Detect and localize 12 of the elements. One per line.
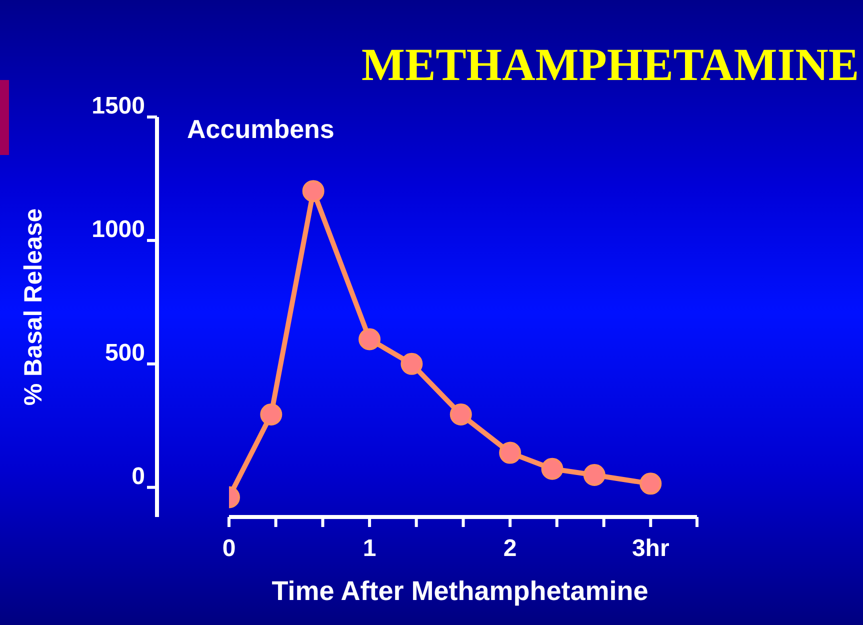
chart-title: METHAMPHETAMINE — [362, 38, 859, 91]
x-axis-title: Time After Methamphetamine — [272, 576, 648, 607]
x-tick-label: 0 — [222, 535, 236, 562]
y-tick-label: 1000 — [92, 216, 145, 243]
y-tick-label: 1500 — [92, 92, 145, 120]
x-tick-label: 2 — [503, 535, 517, 562]
x-tick-label: 3hr — [632, 535, 670, 562]
y-axis-title: % Basal Release — [20, 208, 48, 406]
annotation: Accumbens — [187, 114, 334, 145]
x-tick-label: 1 — [362, 535, 376, 562]
y-tick-label: 500 — [104, 339, 145, 366]
y-tick-label: 0 — [132, 462, 145, 490]
